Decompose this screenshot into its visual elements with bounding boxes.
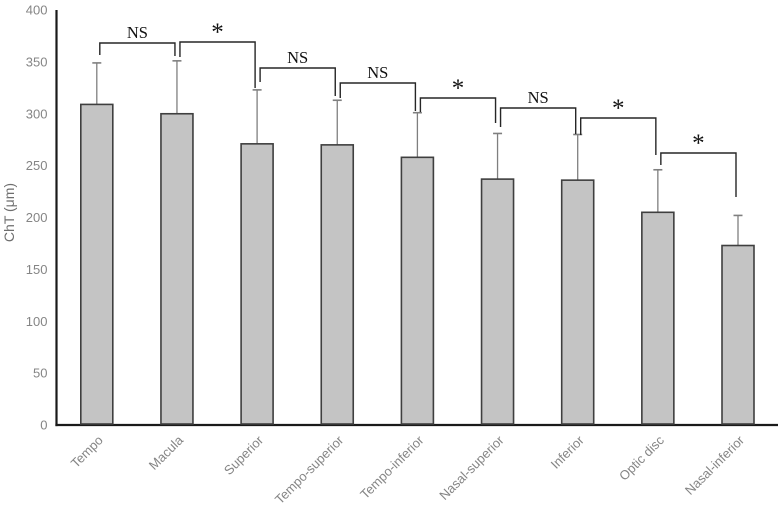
y-tick-label: 0 <box>40 418 47 433</box>
bar <box>641 211 675 425</box>
sig-bracket <box>580 117 657 155</box>
bar <box>400 156 435 425</box>
sig-label-ns: NS <box>287 48 308 67</box>
sig-label-ns: NS <box>528 88 549 107</box>
bar <box>721 244 755 425</box>
bar <box>480 178 515 425</box>
x-category-label: Tempo-superior <box>272 432 347 505</box>
bar <box>160 112 194 425</box>
x-category-label: Tempo-inferior <box>357 432 427 502</box>
x-category-label: Superior <box>221 432 267 478</box>
x-category-label: Inferior <box>548 432 588 472</box>
y-tick-label: 300 <box>26 106 48 121</box>
sig-label-asterisk: * <box>452 75 465 102</box>
bar <box>80 103 114 425</box>
sig-bracket <box>179 41 256 88</box>
x-category-label: Macula <box>146 432 187 473</box>
y-tick-label: 400 <box>26 3 48 18</box>
sig-bracket <box>339 82 417 111</box>
y-tick-label: 50 <box>33 366 47 381</box>
sig-label-asterisk: * <box>612 95 625 122</box>
x-category-label: Optic disc <box>616 432 667 483</box>
sig-label-ns: NS <box>367 63 388 82</box>
sig-bracket <box>419 97 497 123</box>
y-tick-label: 350 <box>26 54 48 69</box>
sig-bracket <box>259 67 336 96</box>
sig-bracket <box>660 152 737 197</box>
sig-bracket <box>499 107 577 134</box>
sig-label-asterisk: * <box>211 19 224 46</box>
sig-label-asterisk: * <box>692 130 705 157</box>
y-axis-title: ChT (μm) <box>1 183 17 242</box>
y-tick-label: 100 <box>26 314 48 329</box>
y-tick-label: 200 <box>26 210 48 225</box>
bar <box>240 143 274 425</box>
x-category-label: Nasal-superior <box>436 432 507 503</box>
x-category-label: Tempo <box>68 433 106 471</box>
x-category-label: Nasal-inferior <box>682 432 748 498</box>
sig-bracket <box>99 42 176 56</box>
bar <box>320 144 355 425</box>
y-tick-label: 250 <box>26 158 48 173</box>
y-tick-label: 150 <box>26 262 48 277</box>
bar <box>560 179 595 425</box>
sig-label-ns: NS <box>127 23 148 42</box>
